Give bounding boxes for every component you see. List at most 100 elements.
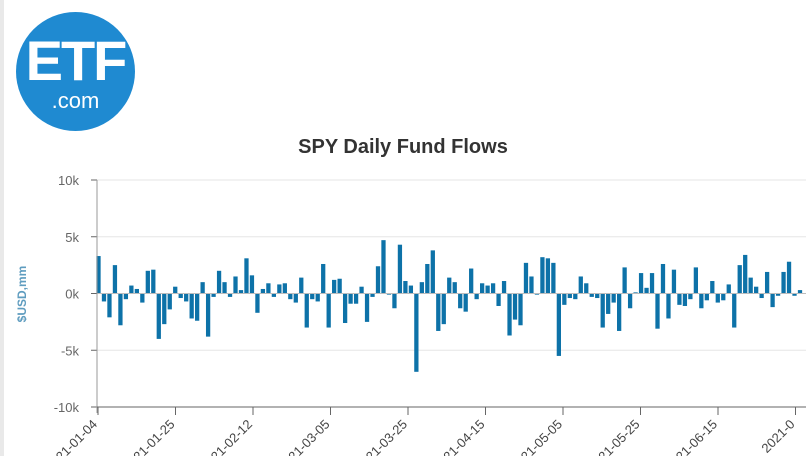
bar	[167, 293, 172, 310]
bar	[200, 282, 205, 294]
bar	[178, 293, 183, 299]
bar	[485, 285, 490, 294]
bar	[249, 275, 255, 294]
x-tick-label: 2021-04-15	[430, 417, 488, 456]
bar	[112, 265, 118, 294]
bar	[392, 293, 397, 309]
x-axis-ticks: 2021-01-04 2021-01-25 2021-02-12 2021-03-05…	[42, 407, 798, 456]
x-tick-label: 2021-0	[758, 417, 797, 456]
bar	[162, 293, 167, 325]
bar	[304, 293, 309, 328]
bar	[315, 293, 320, 302]
left-border	[0, 0, 4, 456]
bar	[567, 293, 572, 299]
bar	[238, 290, 244, 294]
bar	[677, 293, 682, 305]
bar	[518, 293, 523, 326]
bar	[617, 293, 622, 331]
bar	[469, 268, 474, 294]
bar	[211, 293, 216, 297]
bar	[107, 293, 112, 318]
bar	[595, 293, 600, 299]
bar	[337, 278, 342, 294]
bar	[496, 293, 501, 306]
bar	[151, 269, 156, 294]
bar	[754, 286, 759, 294]
bar	[145, 270, 150, 294]
bar	[129, 285, 134, 294]
bar	[277, 284, 282, 294]
bar	[732, 293, 737, 328]
bar	[633, 292, 638, 294]
bar	[321, 263, 326, 294]
y-tick-label: -10k	[54, 400, 80, 415]
y-tick-label: 10k	[58, 173, 79, 188]
bar	[216, 270, 222, 294]
bar	[786, 261, 792, 294]
x-tick-label: 2021-06-15	[662, 417, 720, 456]
bar	[715, 293, 720, 303]
bar	[726, 284, 731, 294]
bar	[386, 293, 392, 295]
bar	[523, 262, 529, 294]
bar	[156, 293, 161, 339]
bar	[693, 267, 699, 294]
chart-title: SPY Daily Fund Flows	[298, 136, 508, 158]
bar	[551, 262, 556, 294]
bar	[474, 293, 479, 300]
bar	[699, 293, 704, 309]
y-tick-label: -5k	[61, 343, 80, 358]
bar	[655, 293, 660, 329]
x-tick-label: 2021-01-25	[120, 417, 178, 456]
bar	[173, 286, 178, 294]
bars	[96, 240, 803, 372]
bar	[540, 257, 545, 294]
bar	[222, 282, 227, 294]
bar	[353, 293, 359, 304]
etf-logo[interactable]: ETF .com	[16, 12, 135, 131]
bar	[271, 293, 277, 297]
bar	[348, 293, 353, 304]
bar	[562, 293, 567, 305]
bar	[721, 293, 726, 301]
bar	[606, 293, 611, 314]
bar	[764, 271, 770, 294]
x-tick-label: 2021-05-05	[507, 417, 565, 456]
bar	[584, 283, 589, 294]
bar	[578, 276, 583, 294]
bar	[737, 265, 742, 294]
bar	[364, 293, 370, 322]
bar	[644, 287, 649, 294]
bar	[436, 293, 441, 331]
bar	[244, 258, 249, 294]
y-axis-ticks: 10k 5k 0k -5k -10k	[54, 173, 80, 415]
bar	[233, 276, 238, 294]
bar	[611, 293, 616, 303]
bar	[299, 277, 304, 294]
bar	[184, 293, 189, 302]
bar	[140, 293, 145, 303]
bar	[123, 293, 129, 300]
bar	[638, 273, 644, 294]
bar	[479, 283, 485, 294]
bar	[589, 293, 594, 297]
bar	[556, 293, 561, 356]
bar	[447, 277, 452, 294]
axes	[96, 180, 806, 413]
bar	[512, 293, 518, 320]
bar	[463, 293, 468, 312]
bar	[326, 293, 331, 328]
bar	[195, 293, 200, 321]
logo-subtext: .com	[51, 88, 100, 113]
y-tick-label: 5k	[65, 230, 79, 245]
bar	[529, 276, 534, 294]
bar	[458, 293, 463, 309]
x-tick-label: 2021-02-12	[197, 417, 255, 456]
bar	[671, 269, 677, 294]
bar	[534, 293, 540, 295]
bar	[452, 282, 457, 294]
bar	[332, 279, 337, 294]
bar	[425, 263, 430, 294]
bar	[770, 293, 775, 308]
bar	[118, 293, 123, 326]
